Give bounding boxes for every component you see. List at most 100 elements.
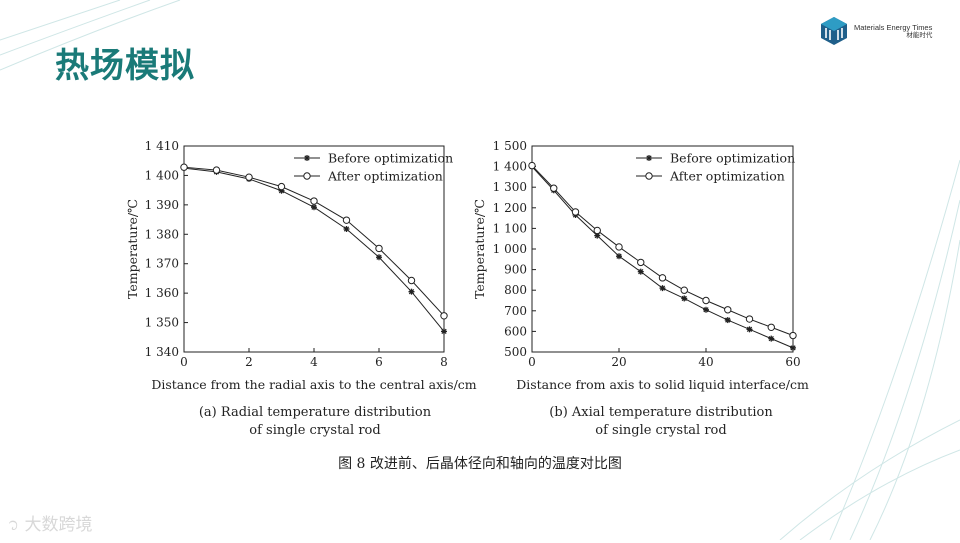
x-tick-label: 2	[245, 355, 253, 369]
series-before	[529, 163, 796, 351]
x-tick-label: 0	[180, 355, 188, 369]
data-point-circle	[310, 197, 318, 205]
data-point-star	[703, 306, 709, 313]
data-point-star	[659, 285, 666, 292]
legend-label: After optimization	[327, 169, 443, 184]
cube-logo-icon	[821, 17, 847, 45]
y-tick-label: 1 400	[145, 168, 179, 182]
x-tick-label: 40	[698, 355, 713, 369]
y-tick-label: 1 380	[145, 227, 179, 241]
data-point-star	[637, 268, 644, 275]
series-line	[183, 166, 445, 317]
y-tick-label: 700	[504, 304, 527, 318]
logo-text-en: Materials Energy Times	[854, 22, 933, 32]
data-point-star	[304, 155, 310, 161]
y-tick-label: 1 200	[493, 201, 527, 215]
x-tick-label: 60	[785, 355, 800, 369]
chart-b-caption: (b) Axial temperature distribution of si…	[530, 404, 792, 440]
data-point-star	[646, 155, 652, 161]
data-point-circle	[724, 306, 732, 314]
chart-a-caption-line2: of single crystal rod	[249, 423, 381, 439]
data-point-circle	[528, 161, 536, 170]
data-point-circle	[550, 184, 558, 192]
data-point-star	[681, 295, 688, 302]
y-tick-label: 1 100	[493, 221, 527, 235]
legend-label: Before optimization	[670, 151, 795, 166]
chart-b-caption-line2: of single crystal rod	[595, 423, 727, 439]
data-point-circle	[375, 244, 383, 253]
y-axis-label: Temperature/℃	[125, 199, 140, 299]
series-after	[528, 161, 797, 340]
y-tick-label: 1 390	[145, 198, 179, 212]
data-point-circle	[440, 312, 448, 320]
data-point-circle	[745, 315, 754, 323]
data-point-star	[343, 225, 350, 232]
data-point-circle	[658, 274, 667, 282]
data-point-star	[724, 317, 731, 324]
data-point-circle	[645, 172, 653, 180]
x-tick-label: 4	[310, 355, 318, 369]
y-tick-label: 1 340	[145, 345, 179, 359]
data-point-star	[616, 253, 622, 260]
watermark-logo-icon: ᭡	[8, 515, 20, 535]
data-point-star	[376, 254, 382, 261]
data-point-circle	[245, 173, 253, 181]
data-point-circle	[342, 216, 351, 224]
x-axis-label: Distance from axis to solid liquid inter…	[516, 377, 809, 392]
x-tick-label: 20	[611, 355, 626, 369]
series-line	[183, 167, 445, 332]
chart-radial: 0 2 4 6 8 1 340 1 350 1 360 1 370 1 380 1 390 1 400…	[125, 139, 477, 392]
data-point-circle	[789, 331, 797, 340]
legend-entry: After optimization	[294, 169, 443, 184]
logo-text-cn: 材能时代	[906, 31, 933, 39]
y-tick-label: 800	[504, 283, 527, 297]
x-tick-label: 0	[528, 355, 536, 369]
watermark: ᭡ 大数跨境	[8, 510, 92, 543]
y-tick-label: 1 350	[145, 316, 179, 330]
data-point-circle	[680, 286, 688, 294]
data-point-star	[441, 328, 447, 335]
legend-entry: Before optimization	[294, 151, 453, 166]
legend-entry: After optimization	[636, 169, 785, 184]
series-after	[180, 163, 448, 320]
data-point-circle	[637, 258, 645, 267]
legend-label: After optimization	[669, 169, 785, 184]
y-tick-label: 1 370	[145, 257, 179, 271]
data-point-star	[311, 204, 317, 211]
data-point-circle	[702, 296, 710, 305]
series-before	[181, 165, 447, 335]
data-point-circle	[407, 276, 416, 285]
x-axis-label: Distance from the radial axis to the cen…	[151, 377, 476, 392]
y-tick-label: 1 360	[145, 286, 179, 300]
y-tick-label: 1 400	[493, 160, 527, 174]
data-point-star	[790, 344, 796, 351]
y-tick-label: 1 000	[493, 242, 527, 256]
data-point-circle	[180, 163, 188, 171]
data-point-star	[408, 288, 415, 295]
watermark-text: 大数跨境	[24, 515, 93, 535]
chart-a-caption-line1: (a) Radial temperature distribution	[198, 405, 432, 420]
figure-caption: 图 8 改进前、后晶体径向和轴向的温度对比图	[338, 456, 622, 472]
data-point-circle	[615, 243, 623, 251]
data-point-circle	[303, 172, 311, 180]
data-point-circle	[212, 166, 221, 174]
x-tick-label: 8	[440, 355, 448, 369]
data-point-star	[768, 335, 775, 342]
series-line	[531, 165, 794, 336]
y-axis-label: Temperature/℃	[472, 199, 487, 299]
y-tick-label: 1 410	[145, 139, 179, 153]
y-tick-label: 600	[504, 324, 527, 338]
chart-b-caption-line1: (b) Axial temperature distribution	[549, 405, 773, 420]
y-tick-label: 500	[504, 345, 527, 359]
y-tick-label: 1 300	[493, 180, 527, 194]
data-point-circle	[571, 208, 580, 216]
legend-label: Before optimization	[328, 151, 453, 166]
data-point-circle	[767, 323, 775, 331]
legend-entry: Before optimization	[636, 151, 795, 166]
data-point-circle	[593, 226, 601, 235]
data-point-circle	[277, 182, 286, 191]
data-point-star	[746, 326, 753, 333]
slide-title: 热场模拟	[55, 46, 195, 86]
